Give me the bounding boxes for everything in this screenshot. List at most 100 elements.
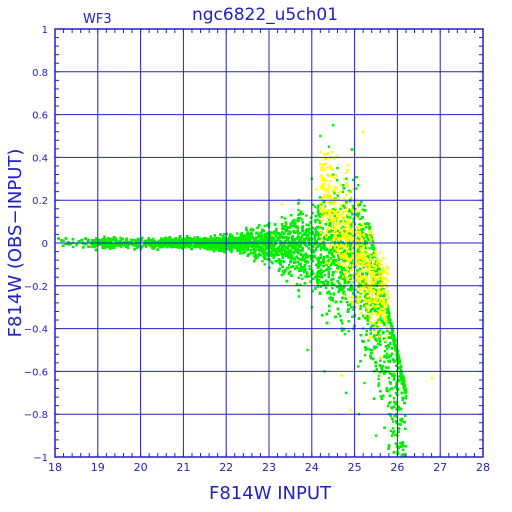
data-point-green xyxy=(399,442,402,445)
data-point-green xyxy=(209,235,212,238)
data-point-green xyxy=(334,217,338,220)
data-point-green xyxy=(335,245,339,249)
data-point-green xyxy=(373,255,377,259)
data-point-green xyxy=(355,187,358,190)
data-point-green xyxy=(373,304,377,308)
data-point-green xyxy=(348,216,352,219)
data-point-green xyxy=(352,207,355,210)
data-point-green xyxy=(363,381,366,385)
data-point-green xyxy=(307,243,311,247)
data-point-green xyxy=(291,219,294,223)
data-point-green xyxy=(316,206,319,210)
data-point-green xyxy=(328,222,331,225)
data-point-green xyxy=(359,262,362,266)
data-point-green xyxy=(114,244,118,247)
data-point-green xyxy=(305,275,309,279)
data-point-green xyxy=(369,234,372,237)
data-point-green xyxy=(394,442,397,445)
data-point-green xyxy=(301,212,304,216)
data-point-green xyxy=(209,236,213,239)
data-point-green xyxy=(366,347,369,351)
data-point-green xyxy=(320,271,323,275)
data-point-green xyxy=(342,243,346,246)
data-point-green xyxy=(305,272,309,276)
data-point-green xyxy=(383,293,386,296)
data-point-green xyxy=(234,244,237,247)
data-point-green xyxy=(372,287,375,291)
data-point-green xyxy=(352,292,355,295)
data-point-green xyxy=(368,228,371,231)
data-point-green xyxy=(389,414,392,418)
data-point-green xyxy=(271,262,274,265)
data-point-green xyxy=(394,347,398,351)
data-point-green xyxy=(340,274,343,277)
data-point-green xyxy=(91,245,94,249)
data-point-green xyxy=(342,292,345,295)
data-point-green xyxy=(284,221,287,224)
data-point-green xyxy=(254,236,257,239)
data-point-green xyxy=(401,396,404,400)
data-point-green xyxy=(285,222,288,226)
data-point-green xyxy=(334,208,337,212)
data-point-green xyxy=(339,283,342,286)
data-point-green xyxy=(385,347,389,350)
data-point-green xyxy=(392,397,396,400)
data-point-green xyxy=(302,266,306,269)
data-point-green xyxy=(290,257,293,260)
data-point-green xyxy=(299,231,302,235)
data-point-green xyxy=(289,266,293,269)
data-point-green xyxy=(351,241,354,244)
data-point-green xyxy=(308,224,311,227)
data-point-green xyxy=(383,360,386,364)
data-point-green xyxy=(319,238,322,241)
data-point-green xyxy=(283,270,287,274)
data-point-green xyxy=(318,196,322,199)
data-point-green xyxy=(404,394,408,398)
data-point-green xyxy=(356,184,360,187)
data-point-green xyxy=(305,231,309,234)
data-point-green xyxy=(153,245,157,248)
data-point-green xyxy=(300,277,304,281)
data-point-green xyxy=(289,242,293,245)
data-point-green xyxy=(103,235,106,238)
data-point-green xyxy=(350,285,353,288)
data-point-green xyxy=(365,233,368,236)
data-point-green xyxy=(155,243,159,247)
data-point-green xyxy=(366,314,369,318)
data-point-green xyxy=(340,268,343,272)
data-point-green xyxy=(271,244,274,247)
data-point-green xyxy=(314,220,317,224)
data-point-green xyxy=(299,283,302,287)
data-point-green xyxy=(126,246,130,250)
data-point-green xyxy=(377,382,381,385)
data-point-green xyxy=(373,328,376,331)
data-point-green xyxy=(398,445,401,448)
data-point-green xyxy=(270,247,273,250)
data-point-green xyxy=(319,248,323,252)
data-point-green xyxy=(367,296,370,299)
data-point-green xyxy=(324,286,328,290)
data-point-green xyxy=(358,295,361,299)
data-point-green xyxy=(386,404,390,408)
data-point-green xyxy=(341,216,345,219)
data-point-green xyxy=(277,246,281,249)
data-point-green xyxy=(360,200,363,204)
data-point-green xyxy=(305,233,308,236)
data-point-green xyxy=(298,216,301,220)
data-point-green xyxy=(356,291,359,294)
data-point-green xyxy=(312,277,315,280)
data-point-green xyxy=(301,247,305,250)
data-point-green xyxy=(314,246,318,250)
data-point-green xyxy=(393,414,396,418)
data-point-green xyxy=(366,322,369,326)
data-point-green xyxy=(329,296,332,299)
data-point-green xyxy=(349,251,352,255)
data-point-green xyxy=(294,256,297,259)
data-point-green xyxy=(258,236,261,239)
data-point-green xyxy=(256,256,259,259)
data-point-green xyxy=(323,234,327,237)
data-point-green xyxy=(396,408,400,412)
data-point-green xyxy=(288,249,292,252)
data-point-green xyxy=(354,288,357,291)
data-point-green xyxy=(256,231,259,234)
